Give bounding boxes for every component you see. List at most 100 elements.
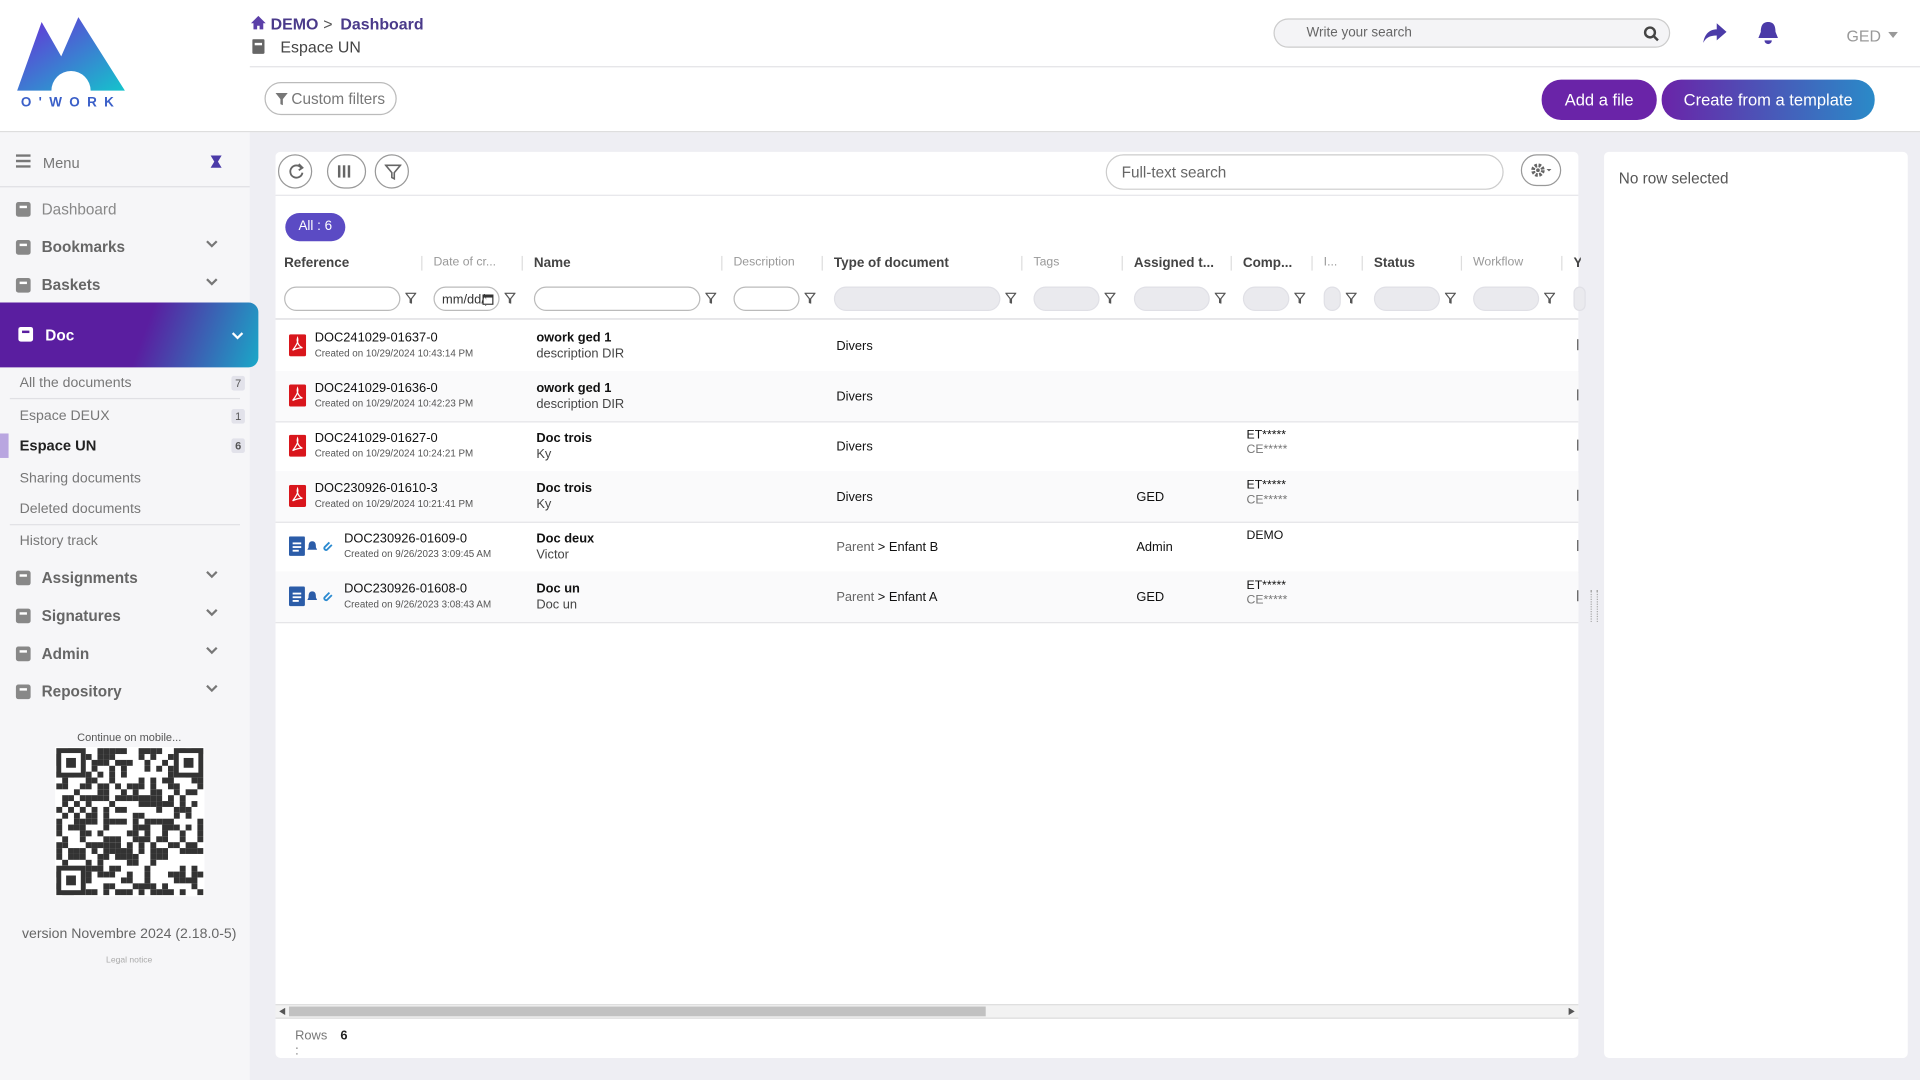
column-header[interactable]: Date of cr...	[433, 255, 497, 270]
chevron	[206, 240, 218, 248]
decoration	[185, 806, 192, 813]
nav-item[interactable]: Bookmarks	[0, 229, 250, 266]
column-filter-input[interactable]	[833, 286, 1001, 312]
legal-link[interactable]: Legal notice	[106, 956, 153, 965]
grid-row[interactable]: DOC230926-01610-3 Created on 10/29/2024 1…	[275, 471, 1579, 523]
nav-item[interactable]: Baskets	[0, 267, 250, 304]
decoration	[173, 783, 180, 790]
column-header[interactable]: Description	[733, 255, 795, 270]
column-header[interactable]: Workflow	[1473, 255, 1524, 270]
nav-item[interactable]: Assignments	[0, 560, 250, 597]
decoration	[15, 165, 31, 168]
column-header[interactable]: Tags	[1033, 255, 1060, 270]
gear-icon	[1531, 163, 1552, 177]
shape	[1758, 22, 1778, 45]
decoration	[103, 871, 110, 878]
decoration	[73, 848, 80, 854]
share-button[interactable]	[1702, 21, 1729, 45]
column-filter-input[interactable]: mm/dd/yyyy	[433, 286, 500, 312]
column-header[interactable]: I...	[1323, 255, 1338, 270]
refresh-button[interactable]	[277, 154, 313, 189]
shape	[804, 292, 816, 304]
cut-column-mark	[1577, 339, 1579, 351]
column-header[interactable]: Reference	[284, 255, 350, 271]
column-filter-input[interactable]	[733, 286, 800, 312]
breadcrumb-home[interactable]: DEMO	[270, 14, 319, 34]
breadcrumb-separator: >	[323, 14, 333, 34]
shape	[1444, 292, 1456, 304]
column-filter-input[interactable]	[1323, 286, 1341, 312]
panel-resizer[interactable]	[1590, 590, 1598, 623]
custom-filters-button[interactable]: Custom filters	[264, 82, 397, 116]
nav-item-active[interactable]: Doc	[0, 302, 259, 368]
scroll-thumb[interactable]	[288, 1006, 986, 1017]
doc-description: Doc un	[536, 597, 578, 613]
decoration	[138, 783, 145, 790]
decoration	[97, 859, 104, 866]
fulltext-search[interactable]: Full-text search	[1105, 154, 1504, 190]
notifications-button[interactable]	[1757, 20, 1779, 46]
decoration	[79, 795, 86, 802]
column-filter-input[interactable]	[1033, 286, 1100, 312]
column-filter-input[interactable]	[284, 286, 401, 312]
sub-item[interactable]: Espace DEUX 1	[20, 403, 245, 430]
doc-description: Ky	[536, 446, 552, 462]
column-filter-input[interactable]	[533, 286, 701, 312]
decoration	[120, 795, 127, 802]
decoration	[191, 871, 198, 878]
filter-icon	[1345, 292, 1357, 304]
filter-icon	[405, 292, 417, 304]
grid-row[interactable]: DOC230926-01609-0 Created on 9/26/2023 3:…	[275, 522, 1579, 574]
decoration	[15, 277, 31, 293]
decoration	[138, 801, 145, 807]
column-header[interactable]: Name	[533, 255, 571, 271]
column-filter-input[interactable]	[1473, 286, 1540, 312]
nav-item[interactable]: Dashboard	[0, 191, 250, 228]
settings-button[interactable]	[1520, 154, 1562, 187]
nav-item[interactable]: Admin	[0, 636, 250, 673]
decoration	[103, 748, 110, 755]
sub-item[interactable]: Deleted documents	[20, 496, 245, 523]
reference: DOC241029-01636-0	[314, 380, 438, 396]
company: ET*****	[1246, 428, 1287, 443]
grid-row[interactable]: DOC241029-01627-0 Created on 10/29/2024 1…	[275, 421, 1579, 473]
column-filter-input[interactable]	[1373, 286, 1440, 312]
sub-item[interactable]: All the documents 7	[20, 370, 245, 397]
nav-item[interactable]: Repository	[0, 673, 250, 710]
column-header[interactable]: Y	[1573, 251, 1580, 275]
shape	[289, 164, 304, 179]
grid-row[interactable]: DOC241029-01637-0 Created on 10/29/2024 1…	[275, 321, 1579, 373]
sub-item[interactable]: Espace UN 6	[20, 432, 245, 459]
count-chip[interactable]: All : 6	[285, 213, 346, 242]
column-header[interactable]: Assigned t...	[1133, 255, 1214, 271]
shape	[1005, 292, 1017, 304]
column-filter-input[interactable]	[1133, 286, 1210, 312]
create-template-button[interactable]: Create from a template	[1661, 79, 1875, 120]
columns-button[interactable]	[326, 154, 367, 189]
add-file-button[interactable]: Add a file	[1541, 79, 1657, 120]
sub-item[interactable]: History track	[20, 528, 245, 555]
decoration	[85, 801, 92, 807]
nav-item[interactable]: Signatures	[0, 598, 250, 635]
decoration	[162, 824, 169, 831]
decoration	[168, 777, 174, 784]
grid-row[interactable]: DOC230926-01608-0 Created on 9/26/2023 3:…	[275, 571, 1579, 624]
column-header[interactable]: Type of document	[833, 255, 949, 271]
breadcrumb-page[interactable]: Dashboard	[340, 14, 424, 34]
menu-header[interactable]: Menu	[0, 144, 250, 181]
user-menu[interactable]: GED	[1846, 26, 1882, 46]
column-filter-input[interactable]	[1242, 286, 1290, 312]
cut-column-mark	[1577, 489, 1579, 501]
column-header[interactable]: Status	[1373, 255, 1416, 271]
active-marker	[0, 433, 9, 458]
global-search[interactable]: Write your search	[1273, 18, 1671, 48]
rows-label: Rows :	[295, 1028, 328, 1058]
sub-item[interactable]: Sharing documents	[20, 465, 245, 492]
decoration	[109, 836, 116, 843]
shape	[1888, 31, 1898, 38]
chevron	[206, 609, 218, 617]
decoration	[68, 853, 74, 860]
filter-button[interactable]	[374, 154, 409, 189]
grid-row[interactable]: DOC241029-01636-0 Created on 10/29/2024 1…	[275, 371, 1579, 423]
column-header[interactable]: Comp...	[1242, 255, 1293, 271]
